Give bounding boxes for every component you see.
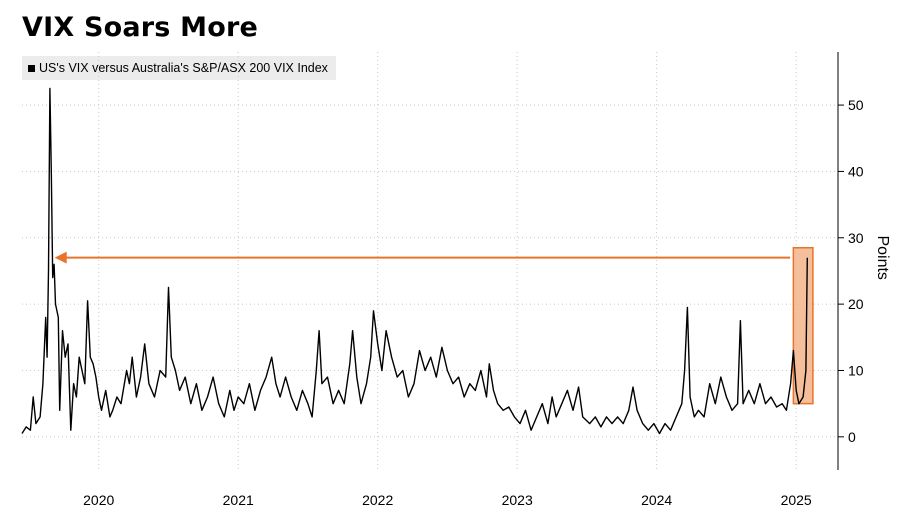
x-tick-label: 2022: [362, 492, 393, 508]
x-tick-label: 2024: [641, 492, 672, 508]
legend-swatch: [28, 64, 35, 72]
x-tick-label: 2025: [781, 492, 812, 508]
x-tick-label: 2020: [83, 492, 114, 508]
highlight-box: [792, 246, 814, 405]
y-tick-label: 50: [848, 97, 864, 113]
legend-label: US's VIX versus Australia's S&P/ASX 200 …: [39, 61, 328, 75]
x-tick-label: 2023: [502, 492, 533, 508]
chart-title: VIX Soars More: [22, 12, 259, 43]
series-line: [21, 87, 808, 435]
x-tick-label: 2021: [223, 492, 254, 508]
y-axis-label: Points: [874, 235, 891, 279]
y-tick-label: 10: [848, 362, 864, 378]
y-tick-label: 40: [848, 163, 864, 179]
y-tick-label: 30: [848, 230, 864, 246]
y-tick-label: 20: [848, 296, 864, 312]
legend: US's VIX versus Australia's S&P/ASX 200 …: [22, 56, 336, 80]
arrow-head: [54, 251, 67, 264]
y-tick-label: 0: [848, 429, 856, 445]
